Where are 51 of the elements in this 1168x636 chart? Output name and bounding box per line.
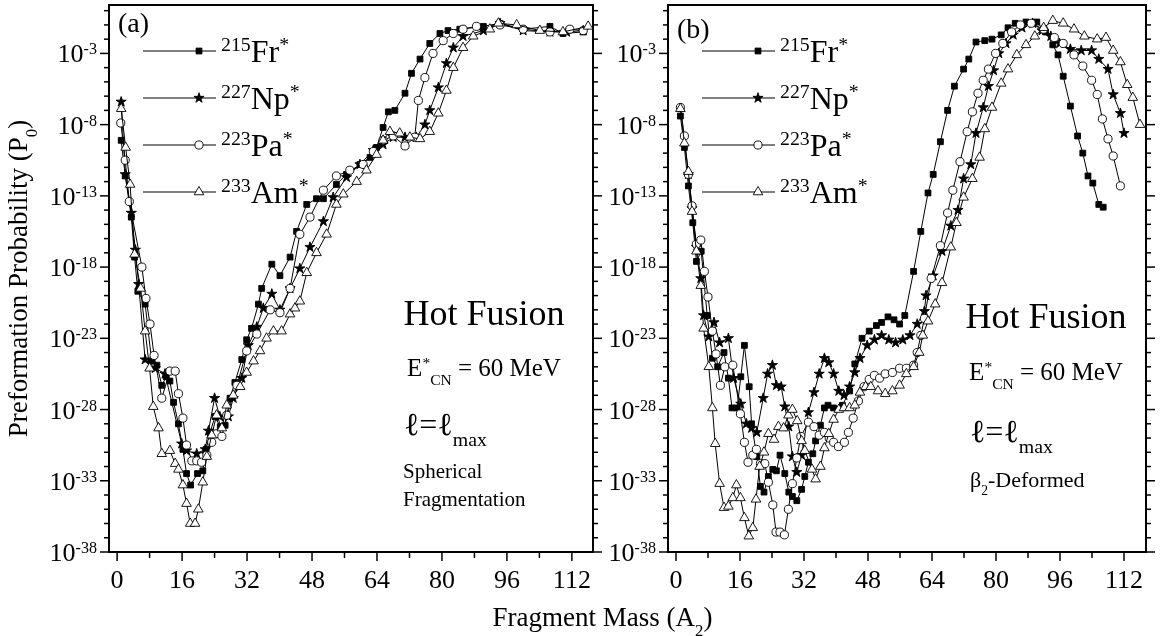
annotation: (b) [677, 13, 710, 44]
x-axis-title: Fragment Mass (A$_{2}$) [492, 602, 713, 636]
legend-label: $^{233}$Am$^{*}$ [221, 174, 309, 210]
y-tick-label: 10$^{-38}$ [49, 538, 97, 567]
x-tick-label: 80 [983, 565, 1009, 594]
y-tick-label: 10$^{-18}$ [608, 253, 656, 283]
y-tick-label: 10$^{-3}$ [57, 39, 97, 69]
y-tick-label: 10$^{-28}$ [608, 395, 656, 425]
y-tick-label: 10$^{-23}$ [49, 324, 97, 354]
y-tick-label: 10$^{-13}$ [49, 181, 97, 211]
annotation: Hot Fusion [403, 293, 565, 333]
y-tick-label: 10$^{-28}$ [49, 395, 97, 425]
annotation: β$_{2}$-Deformed [970, 467, 1085, 498]
x-tick-label: 80 [428, 565, 455, 594]
legend-label: $^{215}$Fr$^{*}$ [221, 33, 290, 69]
legend-label: $^{223}$Pa$^{*}$ [780, 127, 852, 163]
annotation: ℓ=ℓ$_{max}$ [404, 406, 487, 450]
x-tick-label: 16 [727, 565, 753, 594]
y-tick-label: 10$^{-8}$ [57, 110, 97, 140]
y-tick-label: 10$^{-18}$ [49, 253, 97, 283]
y-tick-label: 10$^{-3}$ [616, 39, 656, 69]
y-tick-label: 10$^{-33}$ [608, 466, 656, 496]
y-tick-label: 10$^{-33}$ [49, 466, 97, 496]
x-tick-label: 96 [493, 565, 520, 594]
x-tick-label: 48 [855, 565, 881, 594]
x-tick-label: 112 [552, 565, 591, 594]
x-tick-label: 0 [110, 565, 124, 594]
legend-label: $^{227}$Np$^{*}$ [221, 80, 300, 116]
legend-label: $^{223}$Pa$^{*}$ [221, 127, 293, 163]
x-tick-label: 32 [234, 565, 261, 594]
x-tick-label: 64 [363, 565, 390, 594]
y-tick-label: 10$^{-23}$ [608, 324, 656, 354]
annotation: (a) [118, 7, 150, 38]
x-tick-label: 16 [169, 565, 196, 594]
x-tick-label: 0 [669, 565, 683, 594]
annotation: E$^{*}$$_{CN}$ = 60 MeV [407, 353, 561, 388]
x-tick-label: 112 [1104, 565, 1144, 594]
legend-label: $^{227}$Np$^{*}$ [780, 80, 859, 116]
x-tick-label: 96 [1047, 565, 1073, 594]
y-tick-label: 10$^{-38}$ [608, 538, 656, 567]
y-tick-label: 10$^{-8}$ [616, 110, 656, 140]
x-tick-label: 48 [299, 565, 326, 594]
annotation: ℓ=ℓ$_{max}$ [970, 413, 1053, 457]
x-tick-label: 32 [791, 565, 817, 594]
legend-label: $^{215}$Fr$^{*}$ [780, 33, 849, 69]
legend-label: $^{233}$Am$^{*}$ [780, 174, 868, 210]
annotation: Hot Fusion [965, 296, 1127, 336]
x-tick-label: 64 [919, 565, 945, 594]
annotation: E$^{*}$$_{CN}$ = 60 MeV [969, 357, 1123, 392]
y-tick-label: 10$^{-13}$ [608, 181, 656, 211]
annotation: Spherical Fragmentation [403, 459, 526, 512]
